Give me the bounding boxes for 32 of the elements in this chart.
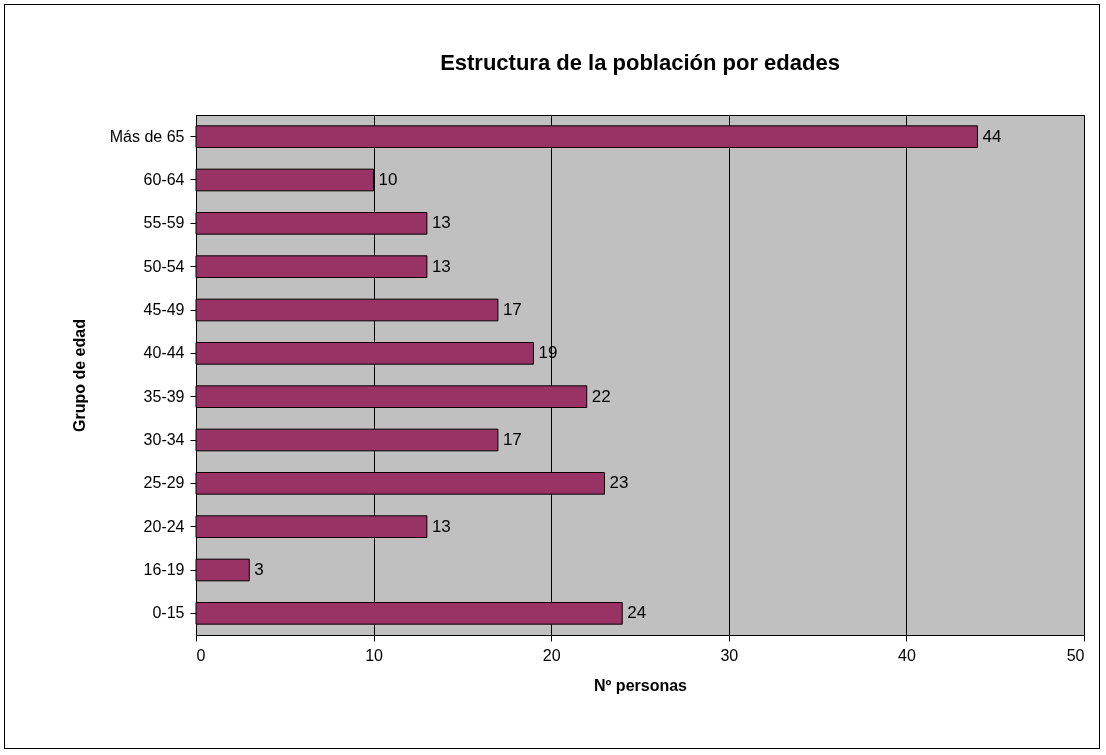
y-tick-label: 50-54	[143, 257, 185, 275]
chart-title: Estructura de la población por edades	[440, 50, 840, 75]
y-tick-label: 25-29	[143, 474, 185, 492]
y-tick-label: Más de 65	[109, 127, 185, 145]
data-label: 13	[431, 256, 451, 276]
data-label: 23	[609, 473, 629, 493]
data-label: 22	[591, 386, 611, 406]
data-label: 10	[378, 170, 398, 189]
data-label: 13	[431, 516, 451, 536]
y-axis-title: Grupo de edad	[70, 319, 88, 432]
data-label: 17	[502, 300, 522, 319]
x-axis-title: Nº personas	[594, 676, 688, 694]
x-tick-label: 0	[196, 646, 206, 664]
data-label: 17	[502, 430, 522, 449]
x-tick-label: 10	[365, 646, 384, 664]
data-label: 13	[431, 213, 451, 233]
y-tick-label: 55-59	[143, 214, 185, 232]
y-tick-label: 20-24	[143, 517, 185, 535]
y-tick-label: 16-19	[143, 561, 185, 578]
data-label: 24	[627, 603, 647, 623]
x-tick-label: 30	[720, 646, 739, 664]
x-tick-label: 50	[1066, 646, 1085, 664]
data-label: 44	[982, 126, 1002, 146]
y-tick-label: 30-34	[143, 431, 185, 448]
data-label: 3	[254, 560, 264, 579]
y-tick-label: 35-39	[143, 387, 185, 405]
y-tick-label: 45-49	[143, 301, 185, 318]
x-tick-label: 20	[542, 646, 561, 664]
x-tick-label: 40	[898, 646, 916, 664]
y-tick-label: 40-44	[143, 344, 185, 362]
y-tick-label: 0-15	[152, 604, 185, 622]
y-tick-label: 60-64	[143, 171, 185, 188]
